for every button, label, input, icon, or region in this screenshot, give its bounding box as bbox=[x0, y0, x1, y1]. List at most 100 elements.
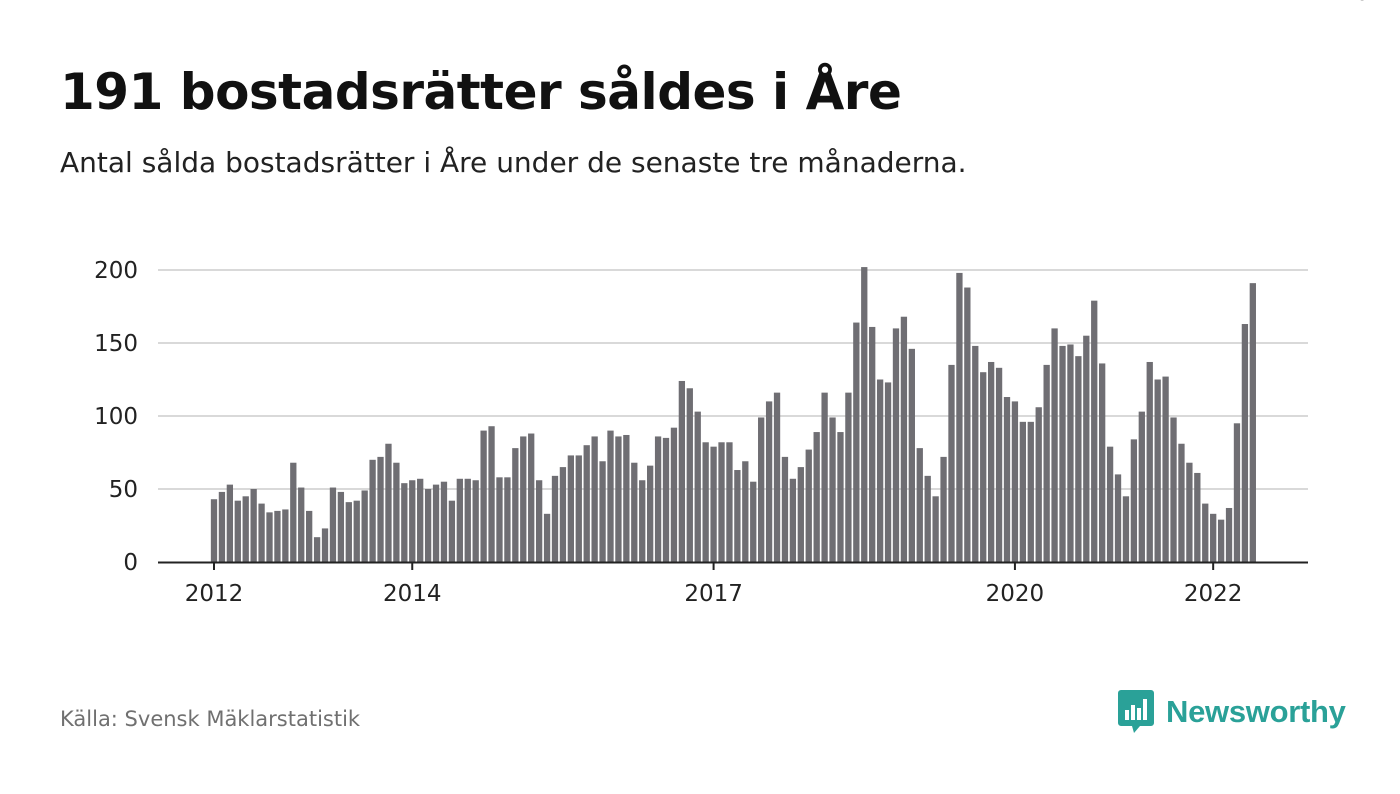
bar bbox=[591, 436, 598, 562]
bar bbox=[432, 484, 440, 562]
bar bbox=[980, 372, 987, 562]
bar bbox=[464, 478, 471, 562]
bar bbox=[290, 462, 297, 562]
newsworthy-bar-chart-icon bbox=[1118, 690, 1154, 733]
y-tick-label-50: 50 bbox=[109, 477, 138, 503]
annotations: 191 bbox=[1341, 0, 1387, 6]
bar bbox=[321, 528, 329, 562]
bar bbox=[789, 478, 797, 562]
bar-chart: 0 50 100 150 200 2012 2014 2017 2020 2022 191 bbox=[94, 0, 1387, 607]
bar bbox=[1225, 507, 1233, 562]
x-tick-label-2017: 2017 bbox=[684, 581, 743, 607]
bar bbox=[1011, 401, 1019, 562]
newsworthy-logo: Newsworthy bbox=[1118, 690, 1346, 734]
highlight-value-label: 191 bbox=[1341, 0, 1387, 6]
bar bbox=[956, 272, 963, 562]
bar bbox=[1210, 513, 1217, 562]
y-tick-label-200: 200 bbox=[94, 258, 138, 284]
bar bbox=[1067, 344, 1074, 562]
bar bbox=[686, 388, 693, 562]
bar bbox=[1194, 472, 1201, 562]
bar bbox=[670, 427, 678, 562]
bar bbox=[781, 456, 789, 562]
bar bbox=[448, 500, 456, 562]
bar bbox=[520, 436, 527, 562]
bar bbox=[987, 361, 995, 562]
bar bbox=[892, 328, 900, 562]
bar bbox=[861, 267, 868, 562]
bar bbox=[377, 456, 384, 562]
bar bbox=[662, 437, 670, 562]
logo-wordmark: Newsworthy bbox=[1166, 694, 1346, 729]
bar bbox=[512, 448, 519, 562]
bar bbox=[829, 417, 836, 562]
bar bbox=[631, 462, 638, 562]
bar bbox=[702, 442, 709, 562]
source-note: Källa: Svensk Mäklarstatistik bbox=[60, 707, 361, 731]
bar bbox=[821, 392, 828, 562]
bar bbox=[480, 430, 487, 562]
bar bbox=[845, 392, 852, 562]
bar bbox=[710, 446, 717, 562]
x-axis-labels: 2012 2014 2017 2020 2022 bbox=[185, 581, 1243, 607]
bar bbox=[1186, 462, 1193, 562]
bar bbox=[813, 432, 820, 562]
bar bbox=[1075, 356, 1082, 562]
bar bbox=[1202, 503, 1209, 562]
x-tick-label-2014: 2014 bbox=[383, 581, 442, 607]
bar bbox=[948, 364, 955, 562]
bar bbox=[964, 287, 971, 562]
bar bbox=[583, 445, 590, 562]
bar bbox=[869, 326, 876, 562]
bar bbox=[282, 509, 289, 562]
bar bbox=[1059, 345, 1066, 562]
bar bbox=[242, 496, 249, 562]
bar bbox=[647, 465, 654, 562]
bar bbox=[218, 491, 226, 562]
y-tick-label-150: 150 bbox=[94, 331, 138, 357]
bar bbox=[1114, 474, 1122, 562]
bar bbox=[306, 510, 313, 562]
bar bbox=[274, 510, 281, 562]
bar bbox=[995, 367, 1003, 562]
bar bbox=[694, 411, 701, 562]
bar bbox=[1154, 379, 1161, 562]
bar bbox=[1019, 421, 1027, 562]
bar bbox=[940, 456, 947, 562]
bar bbox=[1233, 423, 1241, 562]
bar bbox=[972, 345, 979, 562]
bar bbox=[1178, 443, 1185, 562]
chart-title: 191 bostadsrätter såldes i Åre bbox=[60, 63, 902, 121]
bar bbox=[615, 436, 622, 562]
bar bbox=[1170, 417, 1177, 562]
bar bbox=[932, 496, 939, 562]
bar bbox=[924, 475, 931, 562]
x-tick-label-2022: 2022 bbox=[1184, 581, 1243, 607]
bar bbox=[742, 461, 749, 562]
bar bbox=[853, 322, 860, 562]
bar bbox=[1051, 328, 1058, 562]
bar bbox=[1027, 421, 1034, 562]
bar bbox=[504, 477, 511, 562]
bar bbox=[543, 513, 551, 562]
bar bbox=[908, 348, 915, 562]
y-tick-label-0: 0 bbox=[123, 550, 138, 576]
bar bbox=[884, 382, 892, 562]
bar bbox=[1106, 446, 1114, 562]
bar bbox=[535, 480, 543, 562]
bar bbox=[876, 379, 884, 562]
bar bbox=[1217, 519, 1225, 562]
bar bbox=[607, 430, 614, 562]
bar bbox=[623, 434, 630, 562]
bar bbox=[385, 443, 392, 562]
bar bbox=[313, 537, 321, 562]
bar bbox=[1241, 324, 1249, 562]
bar bbox=[401, 483, 408, 562]
bar bbox=[1091, 300, 1098, 562]
bar bbox=[1003, 397, 1011, 562]
bar bbox=[472, 480, 479, 562]
bars bbox=[210, 267, 1256, 562]
bar bbox=[1099, 363, 1106, 562]
bar bbox=[488, 426, 495, 562]
bar bbox=[417, 478, 424, 562]
